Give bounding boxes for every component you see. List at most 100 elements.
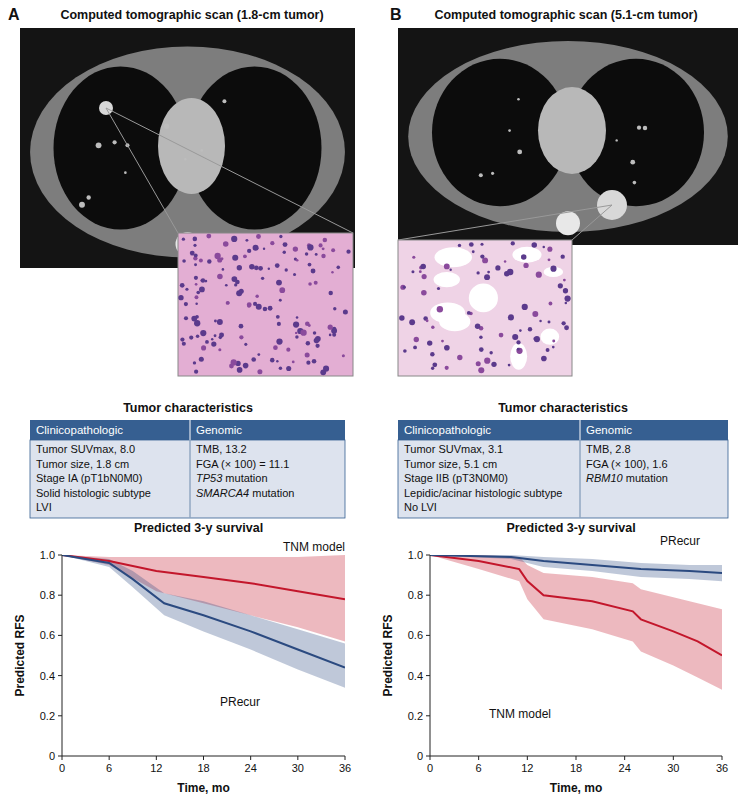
histology-nucleus: [225, 284, 228, 287]
histology-nucleus: [276, 280, 282, 286]
histology-nucleus: [475, 323, 481, 329]
histology-image: [398, 240, 572, 376]
histology-nucleus: [254, 266, 259, 271]
ct-mediastinum: [538, 87, 606, 174]
histology-nucleus: [245, 239, 248, 242]
histology-nucleus: [565, 302, 567, 304]
x-tick: [250, 756, 251, 760]
y-tick-label: 0.6: [408, 629, 423, 641]
histology-nucleus: [258, 266, 263, 271]
ct-vessel: [517, 149, 522, 154]
histology-space: [512, 247, 541, 263]
histology-nucleus: [205, 340, 209, 344]
x-tick: [345, 756, 346, 760]
gene-name: SMARCA4: [196, 487, 249, 499]
histology-nucleus: [521, 254, 526, 259]
confidence-band: [430, 555, 722, 690]
histology-nucleus: [484, 274, 490, 280]
y-tick: [426, 756, 430, 757]
histology-nucleus: [314, 281, 318, 285]
histology-nucleus: [319, 243, 323, 247]
histology-nucleus: [276, 315, 280, 319]
histology-nucleus: [201, 345, 206, 350]
histology-nucleus: [193, 361, 196, 364]
histology-nucleus: [232, 276, 238, 282]
histology-nucleus: [523, 263, 528, 268]
histology-nucleus: [444, 345, 450, 351]
histology-nucleus: [223, 241, 229, 247]
histology-nucleus: [201, 278, 205, 282]
table-header: [30, 420, 345, 440]
histology-nucleus: [400, 285, 405, 290]
histology-nucleus: [263, 307, 268, 312]
histology-nucleus: [422, 274, 427, 279]
histology-nucleus: [199, 287, 205, 293]
histology-nucleus: [196, 334, 200, 338]
x-tick-label: 0: [427, 762, 433, 774]
x-tick-label: 36: [339, 762, 351, 774]
histology-nucleus: [558, 283, 563, 288]
histology-nucleus: [534, 336, 540, 342]
table-cell: Stage IA (pT1bN0M0): [36, 472, 142, 484]
histology-nucleus: [219, 333, 224, 338]
y-tick: [58, 635, 62, 636]
histology-nucleus: [231, 236, 237, 242]
plot-area: [430, 555, 722, 690]
y-tick: [58, 756, 62, 757]
y-tick: [58, 715, 62, 716]
histology-space: [435, 247, 472, 267]
histology-nucleus: [293, 246, 298, 251]
histology-nucleus: [256, 234, 261, 239]
histology-nucleus: [185, 288, 188, 291]
histology-nucleus: [467, 311, 471, 315]
histology-nucleus: [257, 369, 262, 374]
series-label: TNM model: [283, 540, 345, 554]
histology-nucleus: [255, 294, 258, 297]
histology-nucleus: [244, 343, 247, 346]
table-cell: Lepidic/acinar histologic subtype: [404, 487, 562, 499]
histology-nucleus: [476, 361, 481, 366]
histology-nucleus: [292, 361, 295, 364]
confidence-band: [430, 555, 722, 581]
histology-nucleus: [412, 256, 415, 259]
histology-nucleus: [343, 310, 348, 315]
survival-line: [62, 555, 345, 668]
y-tick-label: 1.0: [40, 549, 55, 561]
table-cell: Tumor size, 1.8 cm: [36, 458, 129, 470]
histology-nucleus: [178, 295, 183, 300]
table-cell: TMB, 13.2: [196, 443, 247, 455]
histology-image: [178, 233, 353, 376]
histology-nucleus: [283, 242, 288, 247]
ct-spine: [556, 211, 580, 235]
histology-nucleus: [214, 253, 220, 259]
histology-nucleus: [251, 357, 256, 362]
y-axis-label: Predicted RFS: [381, 614, 395, 696]
histology-nucleus: [491, 362, 496, 367]
histology-nucleus: [533, 337, 536, 340]
histology-space: [469, 283, 498, 312]
ct-vessel: [200, 149, 203, 152]
ct-vessel: [124, 171, 127, 174]
histology-nucleus: [413, 346, 417, 350]
histology-nucleus: [508, 364, 511, 367]
histology-nucleus: [342, 354, 345, 357]
histology-nucleus: [409, 319, 415, 325]
histology-nucleus: [306, 341, 310, 345]
histology-nucleus: [313, 331, 317, 335]
histology-nucleus: [270, 358, 275, 363]
histology-nucleus: [420, 264, 426, 270]
y-tick: [58, 555, 62, 556]
histology-nucleus: [484, 357, 490, 363]
x-tick-label: 30: [292, 762, 304, 774]
histology-nucleus: [180, 283, 185, 288]
ct-body: [30, 46, 345, 257]
histology-nucleus: [261, 277, 264, 280]
x-tick: [673, 756, 674, 760]
histology-nucleus: [196, 291, 200, 295]
x-tick-label: 12: [150, 762, 162, 774]
x-tick: [156, 756, 157, 760]
histology-nucleus: [195, 295, 199, 299]
histology-space: [434, 272, 460, 287]
histology-nucleus: [528, 327, 532, 331]
histology-nucleus: [199, 357, 204, 362]
